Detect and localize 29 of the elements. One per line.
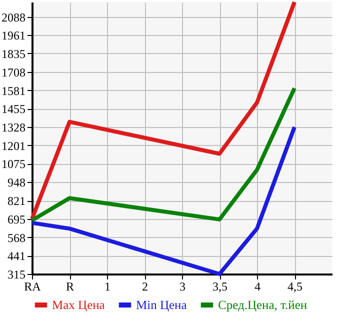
legend-label: Сред.Цена, т.йен xyxy=(218,298,308,312)
y-tick-label: 1328 xyxy=(2,120,26,135)
y-tick-label: 315 xyxy=(8,268,26,282)
y-tick-label: 1708 xyxy=(2,65,26,80)
y-tick-label: 1961 xyxy=(2,28,26,43)
y-tick-label: 568 xyxy=(8,230,26,245)
y-tick-label: 1201 xyxy=(2,138,26,153)
y-tick-label: 1075 xyxy=(2,157,26,172)
line-series xyxy=(30,125,296,276)
y-tick-label: 1581 xyxy=(2,84,26,98)
x-tick-label: RA xyxy=(24,280,42,294)
y-tick-label: 948 xyxy=(8,176,26,190)
line-series xyxy=(30,86,296,222)
y-tick-label: 1455 xyxy=(2,102,26,116)
line-series xyxy=(30,0,296,221)
x-tick-label: 3 xyxy=(180,280,186,294)
y-tick-label: 695 xyxy=(8,212,26,226)
y-tick-label: 1835 xyxy=(2,47,26,61)
x-tick-label: 4,5 xyxy=(288,280,302,294)
y-tick-label: 441 xyxy=(8,249,26,264)
x-tick-label: 1 xyxy=(104,280,110,294)
y-tick-label: 2088 xyxy=(2,10,26,24)
x-tick-label: 2 xyxy=(142,280,148,294)
legend-label: Max Цена xyxy=(52,298,106,312)
y-tick-label: 821 xyxy=(8,194,26,208)
x-tick-label: 3,5 xyxy=(212,280,228,294)
legend-label: Min Цена xyxy=(136,298,188,312)
x-tick-label: R xyxy=(66,280,74,294)
x-tick-label: 4 xyxy=(254,280,260,294)
